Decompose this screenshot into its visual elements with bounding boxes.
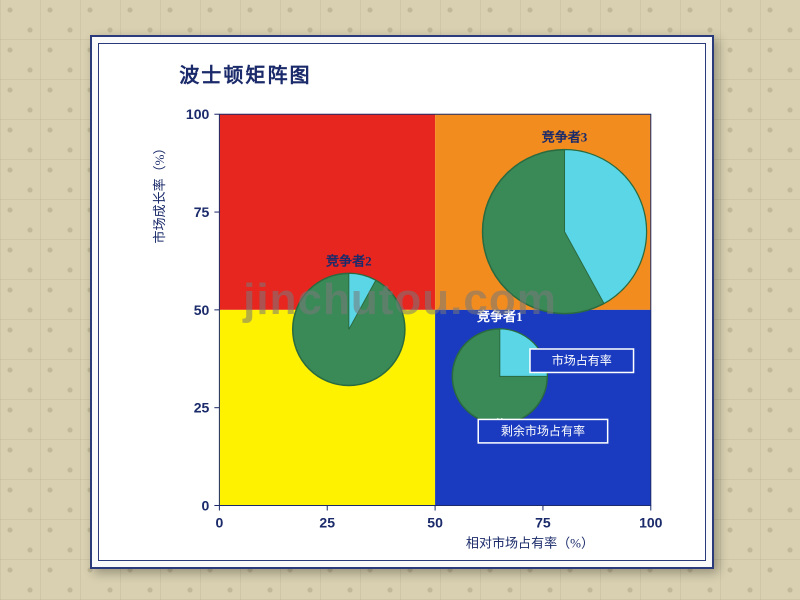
bubble-label: 竞争者3 [542,130,588,145]
callout-text: 市场占有率 [552,353,612,368]
x-tick-label: 50 [427,515,443,531]
x-tick-label: 0 [215,515,223,531]
y-tick-label: 0 [202,498,210,514]
y-tick-label: 50 [194,302,210,318]
bubble-label: 竞争者1 [477,309,523,324]
page-root: 波士顿矩阵图 0 25 50 75 100 0 25 50 75 100 相对市场占有率（%） 市场成长… [0,0,800,600]
y-tick-label: 25 [194,400,210,416]
chart-panel-inner: 波士顿矩阵图 0 25 50 75 100 0 25 50 75 100 相对市场占有率（%） 市场成长… [98,43,706,561]
chart-panel: 波士顿矩阵图 0 25 50 75 100 0 25 50 75 100 相对市场占有率（%） 市场成长… [90,35,714,569]
y-tick-label: 75 [194,204,210,220]
x-tick-label: 25 [319,515,335,531]
bcg-matrix-chart: 波士顿矩阵图 0 25 50 75 100 0 25 50 75 100 相对市场占有率（%） 市场成长… [99,44,705,560]
chart-title: 波士顿矩阵图 [179,63,311,87]
bubble-label: 竞争者2 [326,253,372,268]
x-tick-label: 100 [639,515,663,531]
y-axis-label: 市场成长率（%） [152,141,167,243]
y-tick-label: 100 [186,106,210,122]
x-tick-label: 75 [535,515,551,531]
x-axis-label: 相对市场占有率（%） [466,536,594,551]
callout-text: 剩余市场占有率 [501,423,585,438]
